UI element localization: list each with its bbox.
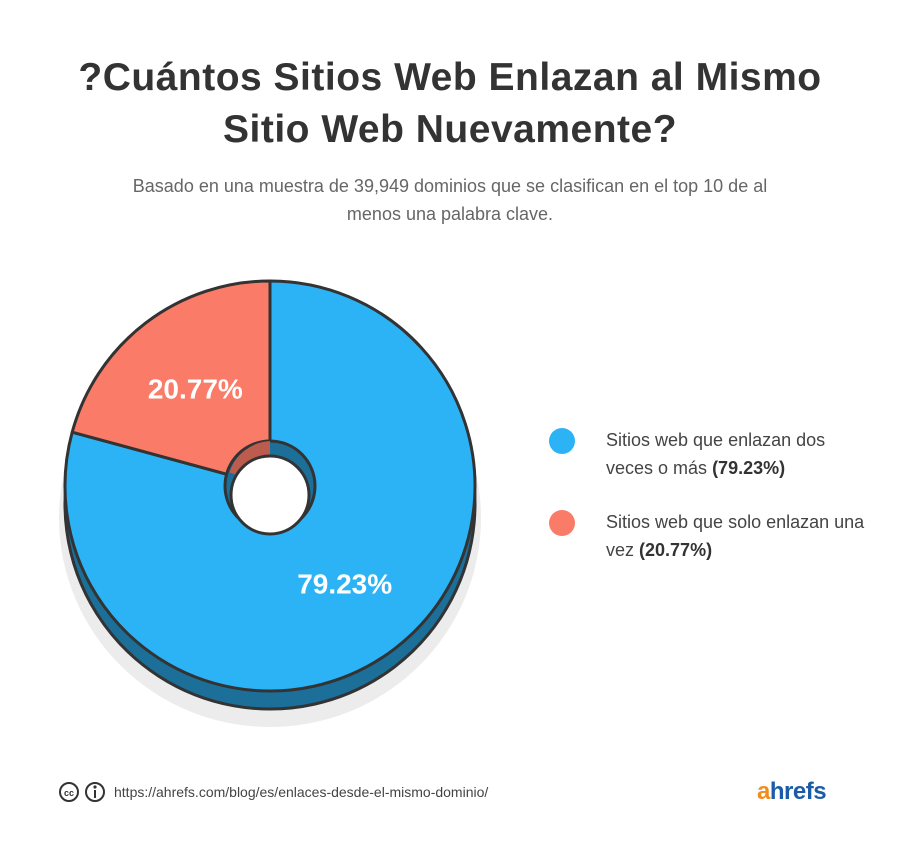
hole (229, 454, 311, 536)
source-url: https://ahrefs.com/blog/es/enlaces-desde… (114, 784, 489, 800)
brand-logo: ahrefs (757, 778, 827, 805)
license-icons: cc (59, 782, 105, 802)
data-label: 79.23% (297, 569, 392, 600)
legend-value: (79.23%) (712, 458, 786, 478)
legend-swatch (549, 428, 575, 454)
slice (70, 279, 272, 488)
legend-label: Sitios web que solo enlazan una vez (606, 512, 865, 560)
legend-swatch (549, 510, 575, 536)
legend-entry: Sitios web que solo enlazan una vez (20.… (606, 508, 876, 564)
title: ?Cuántos Sitios Web Enlazan al Mismo Sit… (78, 56, 822, 151)
svg-text:cc: cc (64, 788, 74, 798)
legend-value: (20.77%) (639, 540, 713, 560)
legend-entry: Sitios web que enlazan dos veces o más (… (606, 426, 876, 482)
data-label: 20.77% (148, 373, 243, 404)
subtitle: Basado en una muestra de 39,949 dominios… (132, 176, 768, 224)
legend-label: Sitios web que enlazan dos veces o más (606, 430, 826, 478)
